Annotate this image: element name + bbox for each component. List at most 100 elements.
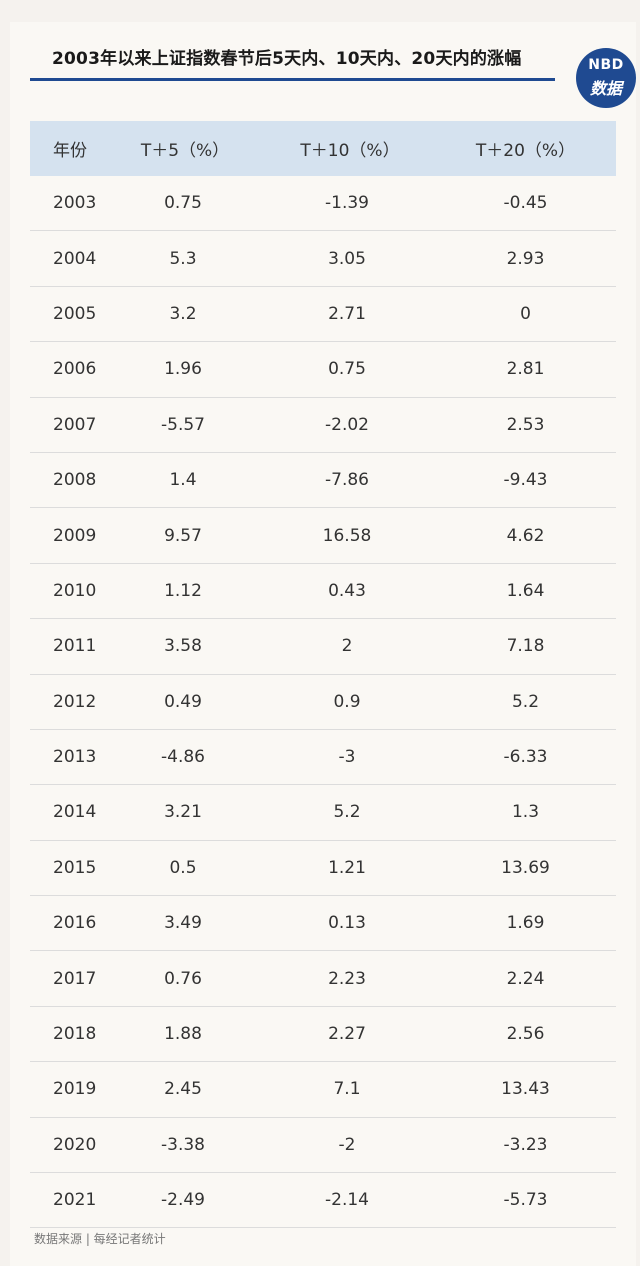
cell-t10: 0.13 <box>265 895 435 952</box>
table-row: 2009 9.57 16.58 4.62 <box>30 507 616 564</box>
header-t5: T＋5（%） <box>115 121 265 176</box>
cell-year: 2005 <box>30 286 115 343</box>
cell-t5: -2.49 <box>115 1172 265 1229</box>
cell-t20: 2.24 <box>435 950 616 1007</box>
logo-text-nbd: NBD <box>588 57 624 73</box>
table-row: 2013 -4.86 -3 -6.33 <box>30 729 616 786</box>
cell-t10: 0.43 <box>265 563 435 620</box>
table-row: 2012 0.49 0.9 5.2 <box>30 674 616 730</box>
cell-year: 2020 <box>30 1117 115 1174</box>
cell-year: 2009 <box>30 507 115 564</box>
cell-t10: -7.86 <box>265 452 435 509</box>
table-row: 2004 5.3 3.05 2.93 <box>30 230 616 287</box>
cell-t10: 0.9 <box>265 674 435 730</box>
cell-t20: 7.18 <box>435 618 616 675</box>
title-divider <box>30 78 555 81</box>
table-row: 2016 3.49 0.13 1.69 <box>30 895 616 952</box>
cell-t10: -1.39 <box>265 176 435 232</box>
cell-t20: 0 <box>435 286 616 343</box>
cell-year: 2017 <box>30 950 115 1007</box>
cell-t10: -3 <box>265 729 435 786</box>
cell-t10: 2.23 <box>265 950 435 1007</box>
cell-t5: -4.86 <box>115 729 265 786</box>
cell-year: 2018 <box>30 1006 115 1063</box>
cell-year: 2013 <box>30 729 115 786</box>
cell-t5: 0.49 <box>115 674 265 730</box>
header-t10: T＋10（%） <box>265 121 435 176</box>
cell-t20: -5.73 <box>435 1172 616 1229</box>
cell-t5: 0.75 <box>115 176 265 232</box>
cell-t10: 5.2 <box>265 784 435 841</box>
cell-year: 2021 <box>30 1172 115 1229</box>
table-row: 2015 0.5 1.21 13.69 <box>30 840 616 897</box>
cell-t20: 1.64 <box>435 563 616 620</box>
table-row: 2011 3.58 2 7.18 <box>30 618 616 675</box>
cell-t5: 2.45 <box>115 1061 265 1118</box>
cell-year: 2008 <box>30 452 115 509</box>
cell-t5: -5.57 <box>115 397 265 453</box>
table-row: 2006 1.96 0.75 2.81 <box>30 341 616 398</box>
cell-t10: 16.58 <box>265 507 435 564</box>
table-row: 2018 1.88 2.27 2.56 <box>30 1006 616 1063</box>
cell-t10: -2.14 <box>265 1172 435 1229</box>
header-year: 年份 <box>30 121 115 176</box>
cell-t10: 2 <box>265 618 435 675</box>
table-row: 2008 1.4 -7.86 -9.43 <box>30 452 616 509</box>
table-row: 2014 3.21 5.2 1.3 <box>30 784 616 841</box>
table-row: 2020 -3.38 -2 -3.23 <box>30 1117 616 1174</box>
cell-year: 2011 <box>30 618 115 675</box>
table-row: 2010 1.12 0.43 1.64 <box>30 563 616 620</box>
cell-year: 2014 <box>30 784 115 841</box>
cell-t20: 2.56 <box>435 1006 616 1063</box>
logo-text-data: 数据 <box>589 79 622 98</box>
returns-table: 年份 T＋5（%） T＋10（%） T＋20（%） 2003 0.75 -1.39-… <box>30 121 616 1229</box>
cell-year: 2019 <box>30 1061 115 1118</box>
table-row: 2003 0.75 -1.39 -0.45 <box>30 176 616 232</box>
table-row: 2007 -5.57 -2.02 2.53 <box>30 397 616 453</box>
cell-t10: 3.05 <box>265 230 435 287</box>
cell-t20: 13.69 <box>435 840 616 897</box>
cell-t5: 3.49 <box>115 895 265 952</box>
cell-t20: -9.43 <box>435 452 616 509</box>
cell-t20: 2.81 <box>435 341 616 398</box>
table-row: 2019 2.45 7.1 13.43 <box>30 1061 616 1118</box>
cell-year: 2015 <box>30 840 115 897</box>
table-row: 2021 -2.49 -2.14 -5.73 <box>30 1172 616 1229</box>
cell-t20: 2.53 <box>435 397 616 453</box>
cell-year: 2012 <box>30 674 115 730</box>
cell-t5: 1.88 <box>115 1006 265 1063</box>
cell-t20: 13.43 <box>435 1061 616 1118</box>
cell-t5: 1.96 <box>115 341 265 398</box>
cell-t10: 2.71 <box>265 286 435 343</box>
cell-t20: 4.62 <box>435 507 616 564</box>
cell-t5: 3.21 <box>115 784 265 841</box>
cell-t10: 2.27 <box>265 1006 435 1063</box>
cell-t5: 5.3 <box>115 230 265 287</box>
cell-t5: 3.58 <box>115 618 265 675</box>
table-header-row: 年份 T＋5（%） T＋10（%） T＋20（%） <box>30 121 616 176</box>
cell-t20: -6.33 <box>435 729 616 786</box>
cell-t5: -3.38 <box>115 1117 265 1174</box>
cell-t20: -3.23 <box>435 1117 616 1174</box>
cell-t10: 1.21 <box>265 840 435 897</box>
cell-year: 2016 <box>30 895 115 952</box>
cell-t5: 1.12 <box>115 563 265 620</box>
cell-t10: -2 <box>265 1117 435 1174</box>
nbd-logo: NBD 数据 <box>576 48 636 108</box>
cell-t5: 1.4 <box>115 452 265 509</box>
header-t20: T＋20（%） <box>435 121 616 176</box>
cell-year: 2004 <box>30 230 115 287</box>
data-source-note: 数据来源 | 每经记者统计 <box>34 1232 166 1246</box>
cell-t20: 2.93 <box>435 230 616 287</box>
cell-year: 2003 <box>30 176 115 232</box>
cell-t20: -0.45 <box>435 176 616 232</box>
cell-t20: 1.69 <box>435 895 616 952</box>
cell-year: 2006 <box>30 341 115 398</box>
table-row: 2005 3.2 2.71 0 <box>30 286 616 343</box>
cell-t10: -2.02 <box>265 397 435 453</box>
cell-t10: 7.1 <box>265 1061 435 1118</box>
cell-t5: 9.57 <box>115 507 265 564</box>
cell-year: 2007 <box>30 397 115 453</box>
chart-title: 2003年以来上证指数春节后5天内、10天内、20天内的涨幅 <box>52 49 522 69</box>
cell-t5: 0.5 <box>115 840 265 897</box>
